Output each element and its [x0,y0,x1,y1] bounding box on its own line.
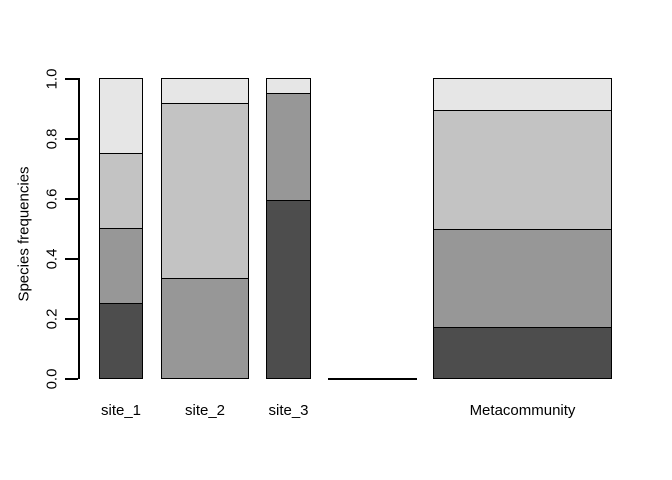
x-category-label: site_3 [268,402,309,419]
y-tick [65,378,78,380]
bar-segment [266,93,311,201]
bar-zero-line [328,378,417,380]
bar-segment [161,78,249,104]
bar-segment [433,78,612,111]
y-tick [65,318,78,320]
y-tick [65,258,78,260]
y-tick-label: 0.4 [43,248,61,269]
x-category-label: site_2 [184,402,226,419]
bar-segment [99,78,143,154]
y-tick-label: 0.0 [43,368,61,389]
bar-segment [433,327,612,379]
bar-segment [433,229,612,328]
x-category-label: site_1 [100,402,142,419]
bar-segment [433,110,612,230]
y-tick [65,78,78,80]
bar-segment [161,278,249,379]
y-tick [65,198,78,200]
y-tick-label: 1.0 [43,68,61,89]
bar-segment [161,103,249,279]
y-tick-label: 0.2 [43,308,61,329]
bar-segment [99,153,143,229]
y-tick-label: 0.6 [43,188,61,209]
y-axis-line [78,78,80,379]
bar-segment [99,303,143,379]
x-category-label: Metacommunity [469,402,576,419]
bar-segment [99,228,143,304]
bar-segment [266,200,311,379]
y-tick [65,138,78,140]
y-tick-label: 0.8 [43,128,61,149]
bar-segment [266,78,311,94]
